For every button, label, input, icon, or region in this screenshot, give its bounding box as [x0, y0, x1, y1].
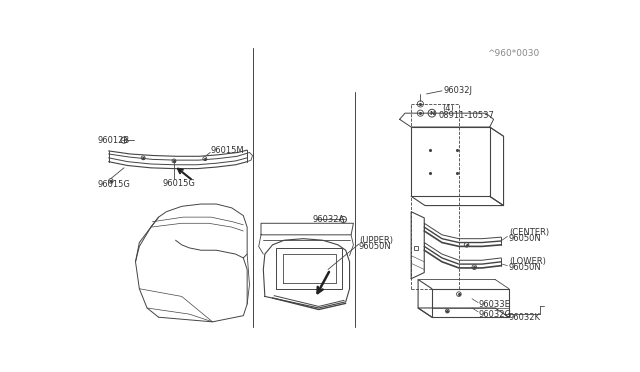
Text: 96050N: 96050N: [359, 242, 392, 251]
Text: 96012B: 96012B: [97, 136, 129, 145]
Text: 96015G: 96015G: [97, 180, 130, 189]
Text: 08911-10537: 08911-10537: [438, 111, 494, 120]
Text: 96050N: 96050N: [509, 263, 541, 272]
Text: 96032G: 96032G: [478, 310, 511, 319]
Text: N: N: [429, 111, 435, 116]
Text: 96015M: 96015M: [211, 147, 244, 155]
Text: 96032A: 96032A: [312, 215, 345, 224]
Text: ^960*0030: ^960*0030: [488, 49, 540, 58]
Text: (LOWER): (LOWER): [509, 257, 546, 266]
Text: (CENTER): (CENTER): [509, 228, 549, 237]
Text: 96032K: 96032K: [509, 313, 541, 322]
Text: (UPPER): (UPPER): [359, 236, 393, 245]
Text: 96050N: 96050N: [509, 234, 541, 243]
Text: 96032J: 96032J: [444, 86, 472, 95]
Text: (4): (4): [442, 104, 454, 113]
Text: 96033E: 96033E: [478, 299, 510, 309]
Text: 96015G: 96015G: [163, 179, 195, 188]
